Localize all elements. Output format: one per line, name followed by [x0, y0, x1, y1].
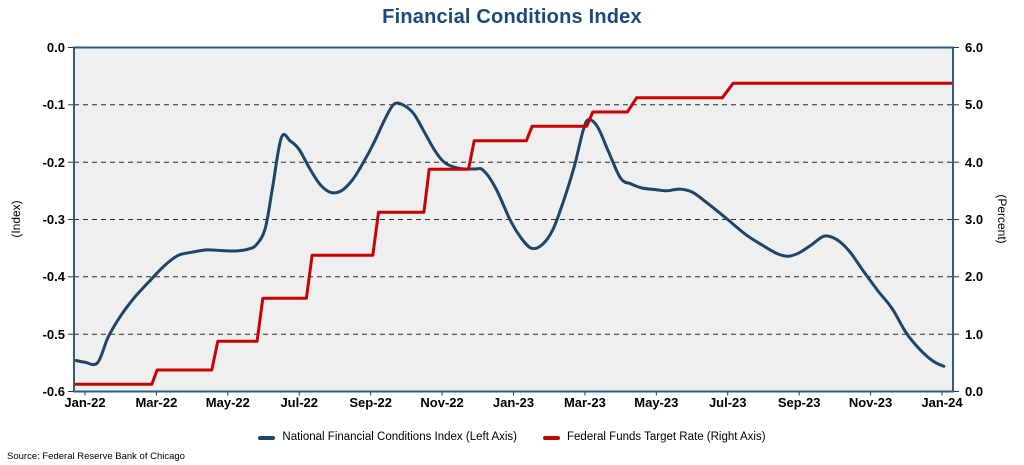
legend-item-ffr: Federal Funds Target Rate (Right Axis) [543, 431, 766, 444]
x-axis-tick: Jan-22 [64, 395, 106, 410]
y-axis-tick-left: -0.5 [42, 326, 65, 342]
y-axis-tick-left: -0.3 [42, 212, 65, 227]
y-axis-tick-right: 5.0 [965, 97, 984, 113]
legend-marker-ffr [543, 436, 560, 440]
x-axis-tick: May-22 [205, 395, 250, 410]
y-axis-tick-right: 6.0 [965, 40, 984, 55]
x-axis-tick: Sep-23 [777, 395, 821, 410]
legend-marker-nfci [258, 436, 276, 440]
x-axis-tick: Jul-22 [280, 395, 319, 410]
y-axis-tick-left: 0.0 [46, 40, 65, 55]
y-axis-tick-left: -0.1 [42, 97, 65, 113]
x-axis-tick: Jan-23 [492, 395, 535, 410]
x-axis-tick: Mar-23 [563, 395, 606, 410]
legend-label-nfci: National Financial Conditions Index (Lef… [282, 431, 517, 443]
plot-border [73, 46, 954, 393]
y-axis-title-right: (Percent) [995, 194, 1009, 244]
y-axis-tick-right: 0.0 [965, 384, 984, 399]
y-axis-title-left: (Index) [9, 200, 23, 238]
x-axis-tick: Mar-22 [135, 395, 178, 410]
legend-item-nfci: National Financial Conditions Index (Lef… [258, 431, 517, 444]
legend-label-ffr: Federal Funds Target Rate (Right Axis) [567, 431, 766, 443]
y-axis-tick-right: 1.0 [965, 326, 984, 342]
legend: National Financial Conditions Index (Lef… [0, 431, 1024, 444]
chart-title: Financial Conditions Index [382, 6, 642, 28]
y-axis-tick-left: -0.2 [42, 154, 65, 170]
fed-funds-line [73, 81, 953, 386]
y-axis-tick-left: -0.4 [42, 269, 65, 285]
y-axis-tick-right: 4.0 [965, 154, 984, 170]
x-axis-tick: Nov-22 [420, 395, 464, 410]
x-axis-tick: Jan-24 [921, 395, 963, 410]
x-axis-tick: Nov-23 [848, 395, 893, 410]
x-axis-tick: Jul-23 [708, 395, 747, 410]
y-axis-tick-left: -0.6 [42, 384, 65, 399]
x-axis-tick: Sep-22 [349, 395, 392, 410]
source-note: Source: Federal Reserve Bank of Chicago [7, 451, 185, 462]
y-axis-tick-right: 3.0 [965, 212, 984, 227]
nfci-line [74, 101, 946, 368]
y-axis-tick-right: 2.0 [965, 269, 984, 285]
x-axis-tick: May-23 [634, 395, 679, 410]
